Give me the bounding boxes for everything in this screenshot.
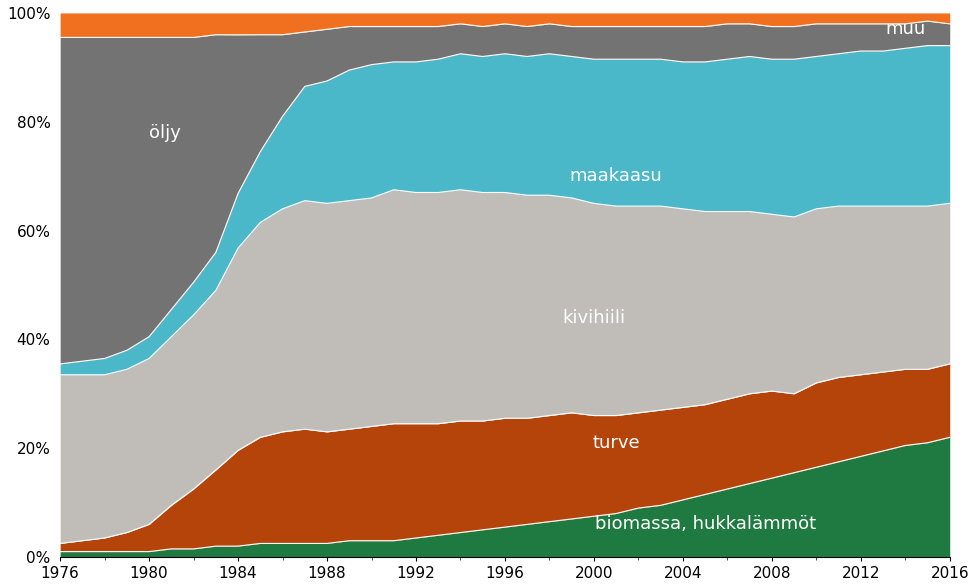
Text: öljy: öljy <box>149 123 181 142</box>
Text: muu: muu <box>885 20 925 38</box>
Text: biomassa, hukkalämmöt: biomassa, hukkalämmöt <box>594 516 816 533</box>
Text: turve: turve <box>592 434 640 452</box>
Text: kivihiili: kivihiili <box>562 309 626 326</box>
Text: maakaasu: maakaasu <box>570 167 663 185</box>
